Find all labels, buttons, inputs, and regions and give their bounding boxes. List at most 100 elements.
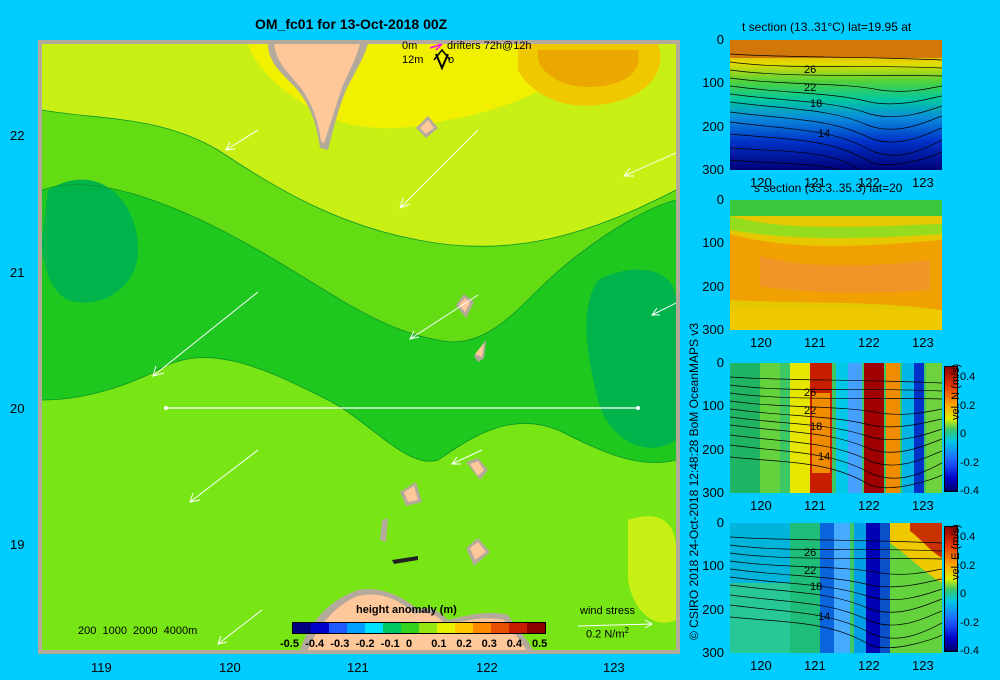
colorbar-tick-label: 0: [406, 638, 413, 650]
drifter-symbol: o: [448, 54, 455, 66]
colorbar-swatch: [383, 623, 401, 633]
vel-colorbar-tick: 0: [960, 428, 967, 440]
vel-colorbar-tick: -0.4: [960, 485, 979, 497]
vel-colorbar-tick: 0.2: [960, 399, 976, 412]
panel-y-tick: 0: [716, 32, 724, 47]
colorbar-tick-label: 0.4: [506, 638, 523, 650]
panel-y-tick: 200: [702, 441, 724, 457]
vel-colorbar-tick: -0.2: [960, 456, 979, 469]
panel-y-tick: 300: [702, 162, 724, 177]
lon-tick: 120: [219, 660, 241, 675]
vel-e-colorbar-label: vel. E (m/s): [950, 524, 962, 580]
page-title: OM_fc01 for 13-Oct-2018 00Z: [255, 16, 448, 32]
vel-colorbar-tick: -0.4: [960, 645, 979, 657]
lon-tick: 122: [476, 660, 498, 675]
panel-x-tick: 121: [804, 498, 826, 513]
colorbar-swatch: [347, 623, 365, 633]
vel-e-colorbar: [944, 526, 958, 652]
colorbar-tick-label: -0.2: [355, 638, 375, 650]
panel-y-tick: 300: [702, 485, 724, 500]
vel-n-colorbar-label: vel. N (m/s): [950, 363, 962, 420]
drifter-legend-label: drifters 72h@12h: [447, 40, 532, 52]
colorbar-tick-label: 0.3: [481, 638, 497, 650]
panel-x-tick: 122: [858, 175, 880, 190]
panel-y-tick: 0: [716, 192, 724, 207]
panel-x-tick: 123: [912, 175, 934, 190]
panel-x-tick: 120: [750, 658, 772, 673]
colorbar-swatch: [329, 623, 347, 633]
colorbar-swatch: [455, 623, 473, 633]
colorbar-tick-label: -0.5: [280, 638, 299, 650]
vel-colorbar-tick: 0.4: [960, 371, 976, 383]
vel-colorbar-tick: -0.2: [960, 616, 979, 629]
colorbar-swatch: [437, 623, 455, 633]
colorbar-tick-label: 0.1: [431, 638, 447, 650]
colorbar-swatch: [401, 623, 419, 633]
panel-y-tick: 100: [702, 235, 724, 251]
lat-tick: 19: [10, 537, 25, 552]
panel-y-tick: 300: [702, 322, 724, 337]
colorbar-swatch: [365, 623, 383, 633]
height-anomaly-colorbar: [292, 622, 546, 634]
panel-y-tick: 0: [716, 355, 724, 370]
panel-x-tick: 123: [912, 335, 934, 350]
panel-2-title: s section (33.3..35.3) lat=20: [754, 181, 903, 195]
vel-colorbar-tick: 0.2: [960, 559, 976, 572]
drifter-depth-0: 0m: [402, 40, 418, 52]
lat-tick: 20: [10, 401, 25, 416]
vel-colorbar-tick: 0: [960, 588, 967, 600]
panel-y-tick: 100: [702, 558, 724, 574]
colorbar-swatch: [311, 623, 329, 633]
colorbar-tick-label: -0.1: [380, 638, 400, 650]
panel-y-tick: 100: [702, 398, 724, 414]
colorbar-tick-label: 0.2: [456, 638, 472, 650]
panel-x-tick: 121: [804, 335, 826, 350]
vel-n-contour-labels: 26 22 18 14: [804, 387, 831, 463]
wind-stress-value: 0.2 N/m2: [586, 626, 629, 641]
panel-y-tick: 100: [702, 75, 724, 91]
bathymetry-label: 200 1000 2000 4000m: [78, 625, 198, 637]
panel-x-tick: 121: [804, 175, 826, 190]
colorbar-swatch: [419, 623, 437, 633]
colorbar-swatch: [473, 623, 491, 633]
lat-tick: 22: [10, 128, 25, 143]
drifter-depth-12: 12m: [402, 54, 424, 66]
panel-x-tick: 122: [858, 498, 880, 513]
colorbar-swatch: [527, 623, 545, 633]
panel-x-tick: 123: [912, 498, 934, 513]
vel-e-contour-labels: 26 22 18 14: [804, 547, 831, 623]
colorbar-tick-label: -0.3: [330, 638, 350, 650]
panel-x-tick: 123: [912, 658, 934, 673]
temperature-contour-labels: 26 22 18 14: [804, 64, 831, 140]
colorbar-swatch: [509, 623, 527, 633]
panel-y-tick: 200: [702, 278, 724, 294]
temperature-section: [730, 40, 942, 170]
lon-tick: 123: [603, 660, 625, 675]
height-anomaly-field: [42, 44, 676, 650]
map-frame: [38, 40, 680, 654]
colorbar-title: height anomaly (m): [356, 604, 457, 616]
panel-x-tick: 120: [750, 498, 772, 513]
panel-y-tick: 0: [716, 515, 724, 530]
lon-tick: 121: [347, 660, 369, 675]
credit-text: © CSIRO 2018 24-Oct-2018 12:48:28 BoM Oc…: [687, 322, 701, 640]
panel-x-tick: 122: [858, 335, 880, 350]
colorbar-tick-label: -0.4: [305, 638, 325, 650]
wind-stress-label: wind stress: [580, 605, 636, 617]
salinity-section: [730, 200, 942, 330]
colorbar-swatch: [491, 623, 509, 633]
colorbar-swatch: [293, 623, 311, 633]
panel-1-title: t section (13..31°C) lat=19.95 at: [742, 20, 912, 34]
colorbar-tick-label: 0.5: [532, 638, 548, 650]
velocity-east-section: [730, 523, 942, 653]
panel-y-tick: 200: [702, 118, 724, 134]
panel-y-tick: 300: [702, 645, 724, 660]
vel-colorbar-tick: 0.4: [960, 531, 976, 543]
colorbar-ticks: -0.5 -0.4 -0.3 -0.2 -0.1 0 0.1 0.2 0.3 0.4 0.5: [280, 638, 556, 652]
lon-tick: 119: [91, 660, 112, 675]
velocity-north-section: [730, 363, 942, 493]
vel-n-colorbar: [944, 366, 958, 492]
panel-y-tick: 200: [702, 601, 724, 617]
panel-x-tick: 120: [750, 175, 772, 190]
drifter-glyph: [429, 44, 451, 71]
